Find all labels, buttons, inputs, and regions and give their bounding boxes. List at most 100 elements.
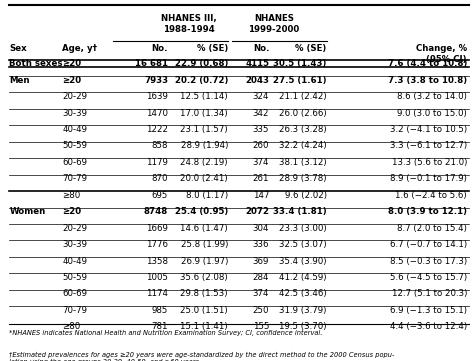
Text: 16 681: 16 681 [135, 59, 168, 68]
Text: 260: 260 [253, 142, 269, 151]
Text: 12.7 (5.1 to 20.3): 12.7 (5.1 to 20.3) [392, 290, 467, 299]
Text: 985: 985 [152, 306, 168, 315]
Text: 12.5 (1.14): 12.5 (1.14) [180, 92, 228, 101]
Text: 870: 870 [152, 174, 168, 183]
Text: 1358: 1358 [146, 257, 168, 266]
Text: 2043: 2043 [245, 75, 269, 84]
Text: 42.5 (3.46): 42.5 (3.46) [279, 290, 327, 299]
Text: 7.6 (4.4 to 10.8): 7.6 (4.4 to 10.8) [388, 59, 467, 68]
Text: 4115: 4115 [245, 59, 269, 68]
Text: 324: 324 [253, 92, 269, 101]
Text: Both sexes: Both sexes [9, 59, 63, 68]
Text: ≥80: ≥80 [63, 322, 81, 331]
Text: 28.9 (3.78): 28.9 (3.78) [279, 174, 327, 183]
Text: NHANES
1999-2000: NHANES 1999-2000 [248, 14, 300, 34]
Text: 336: 336 [253, 240, 269, 249]
Text: 24.8 (2.19): 24.8 (2.19) [181, 158, 228, 167]
Text: 25.8 (1.99): 25.8 (1.99) [181, 240, 228, 249]
Text: 23.3 (3.00): 23.3 (3.00) [279, 224, 327, 232]
Text: Change, %
(95% CI): Change, % (95% CI) [416, 44, 467, 64]
Text: ≥20: ≥20 [63, 59, 82, 68]
Text: 8.0 (3.9 to 12.1): 8.0 (3.9 to 12.1) [388, 207, 467, 216]
Text: 60-69: 60-69 [63, 290, 87, 299]
Text: NHANES III,
1988-1994: NHANES III, 1988-1994 [161, 14, 217, 34]
Text: 1776: 1776 [146, 240, 168, 249]
Text: 155: 155 [253, 322, 269, 331]
Text: 70-79: 70-79 [63, 306, 87, 315]
Text: 30-39: 30-39 [63, 240, 87, 249]
Text: 858: 858 [152, 142, 168, 151]
Text: 335: 335 [253, 125, 269, 134]
Text: 5.6 (−4.5 to 15.7): 5.6 (−4.5 to 15.7) [390, 273, 467, 282]
Text: 27.5 (1.61): 27.5 (1.61) [273, 75, 327, 84]
Text: 20.0 (2.41): 20.0 (2.41) [180, 174, 228, 183]
Text: 9.0 (3.0 to 15.0): 9.0 (3.0 to 15.0) [397, 109, 467, 118]
Text: 374: 374 [253, 158, 269, 167]
Text: 15.1 (1.41): 15.1 (1.41) [180, 322, 228, 331]
Text: 261: 261 [253, 174, 269, 183]
Text: 22.9 (0.68): 22.9 (0.68) [174, 59, 228, 68]
Text: 32.5 (3.07): 32.5 (3.07) [279, 240, 327, 249]
Text: 23.1 (1.57): 23.1 (1.57) [180, 125, 228, 134]
Text: 9.6 (2.02): 9.6 (2.02) [285, 191, 327, 200]
Text: 26.0 (2.66): 26.0 (2.66) [279, 109, 327, 118]
Text: No.: No. [152, 44, 168, 53]
Text: 25.0 (1.51): 25.0 (1.51) [180, 306, 228, 315]
Text: 2072: 2072 [245, 207, 269, 216]
Text: ≥80: ≥80 [63, 191, 81, 200]
Text: 35.4 (3.90): 35.4 (3.90) [279, 257, 327, 266]
Text: 35.6 (2.08): 35.6 (2.08) [180, 273, 228, 282]
Text: 19.5 (3.70): 19.5 (3.70) [279, 322, 327, 331]
Text: 14.6 (1.47): 14.6 (1.47) [180, 224, 228, 232]
Text: 7933: 7933 [144, 75, 168, 84]
Text: 4.4 (−3.6 to 12.4): 4.4 (−3.6 to 12.4) [390, 322, 467, 331]
Text: 369: 369 [253, 257, 269, 266]
Text: 17.0 (1.34): 17.0 (1.34) [180, 109, 228, 118]
Text: ≥20: ≥20 [63, 75, 82, 84]
Text: 50-59: 50-59 [63, 142, 87, 151]
Text: 8.9 (−0.1 to 17.9): 8.9 (−0.1 to 17.9) [390, 174, 467, 183]
Text: 1470: 1470 [146, 109, 168, 118]
Text: 26.9 (1.97): 26.9 (1.97) [181, 257, 228, 266]
Text: 30-39: 30-39 [63, 109, 87, 118]
Text: †Estimated prevalences for ages ≥20 years were age-standardized by the direct me: †Estimated prevalences for ages ≥20 year… [9, 352, 395, 361]
Text: 8.6 (3.2 to 14.0): 8.6 (3.2 to 14.0) [397, 92, 467, 101]
Text: 695: 695 [152, 191, 168, 200]
Text: 60-69: 60-69 [63, 158, 87, 167]
Text: *NHANES indicates National Health and Nutrition Examination Survey; CI, confiden: *NHANES indicates National Health and Nu… [9, 330, 323, 336]
Text: 20.2 (0.72): 20.2 (0.72) [174, 75, 228, 84]
Text: 20-29: 20-29 [63, 92, 87, 101]
Text: 6.9 (−1.3 to 15.1): 6.9 (−1.3 to 15.1) [390, 306, 467, 315]
Text: 250: 250 [253, 306, 269, 315]
Text: 781: 781 [152, 322, 168, 331]
Text: 8748: 8748 [144, 207, 168, 216]
Text: 29.8 (1.53): 29.8 (1.53) [181, 290, 228, 299]
Text: 40-49: 40-49 [63, 125, 87, 134]
Text: 40-49: 40-49 [63, 257, 87, 266]
Text: 8.7 (2.0 to 15.4): 8.7 (2.0 to 15.4) [397, 224, 467, 232]
Text: Age, y†: Age, y† [63, 44, 97, 53]
Text: 3.2 (−4.1 to 10.5): 3.2 (−4.1 to 10.5) [390, 125, 467, 134]
Text: Women: Women [9, 207, 46, 216]
Text: % (SE): % (SE) [197, 44, 228, 53]
Text: 50-59: 50-59 [63, 273, 87, 282]
Text: 304: 304 [253, 224, 269, 232]
Text: 147: 147 [253, 191, 269, 200]
Text: 1639: 1639 [146, 92, 168, 101]
Text: 284: 284 [253, 273, 269, 282]
Text: 20-29: 20-29 [63, 224, 87, 232]
Text: 26.3 (3.28): 26.3 (3.28) [279, 125, 327, 134]
Text: 21.1 (2.42): 21.1 (2.42) [279, 92, 327, 101]
Text: 70-79: 70-79 [63, 174, 87, 183]
Text: 41.2 (4.59): 41.2 (4.59) [279, 273, 327, 282]
Text: 28.9 (1.94): 28.9 (1.94) [181, 142, 228, 151]
Text: 342: 342 [253, 109, 269, 118]
Text: 8.0 (1.17): 8.0 (1.17) [186, 191, 228, 200]
Text: 1669: 1669 [146, 224, 168, 232]
Text: 1222: 1222 [146, 125, 168, 134]
Text: 1179: 1179 [146, 158, 168, 167]
Text: 3.3 (−6.1 to 12.7): 3.3 (−6.1 to 12.7) [390, 142, 467, 151]
Text: 8.5 (−0.3 to 17.3): 8.5 (−0.3 to 17.3) [390, 257, 467, 266]
Text: 30.5 (1.43): 30.5 (1.43) [273, 59, 327, 68]
Text: 1005: 1005 [146, 273, 168, 282]
